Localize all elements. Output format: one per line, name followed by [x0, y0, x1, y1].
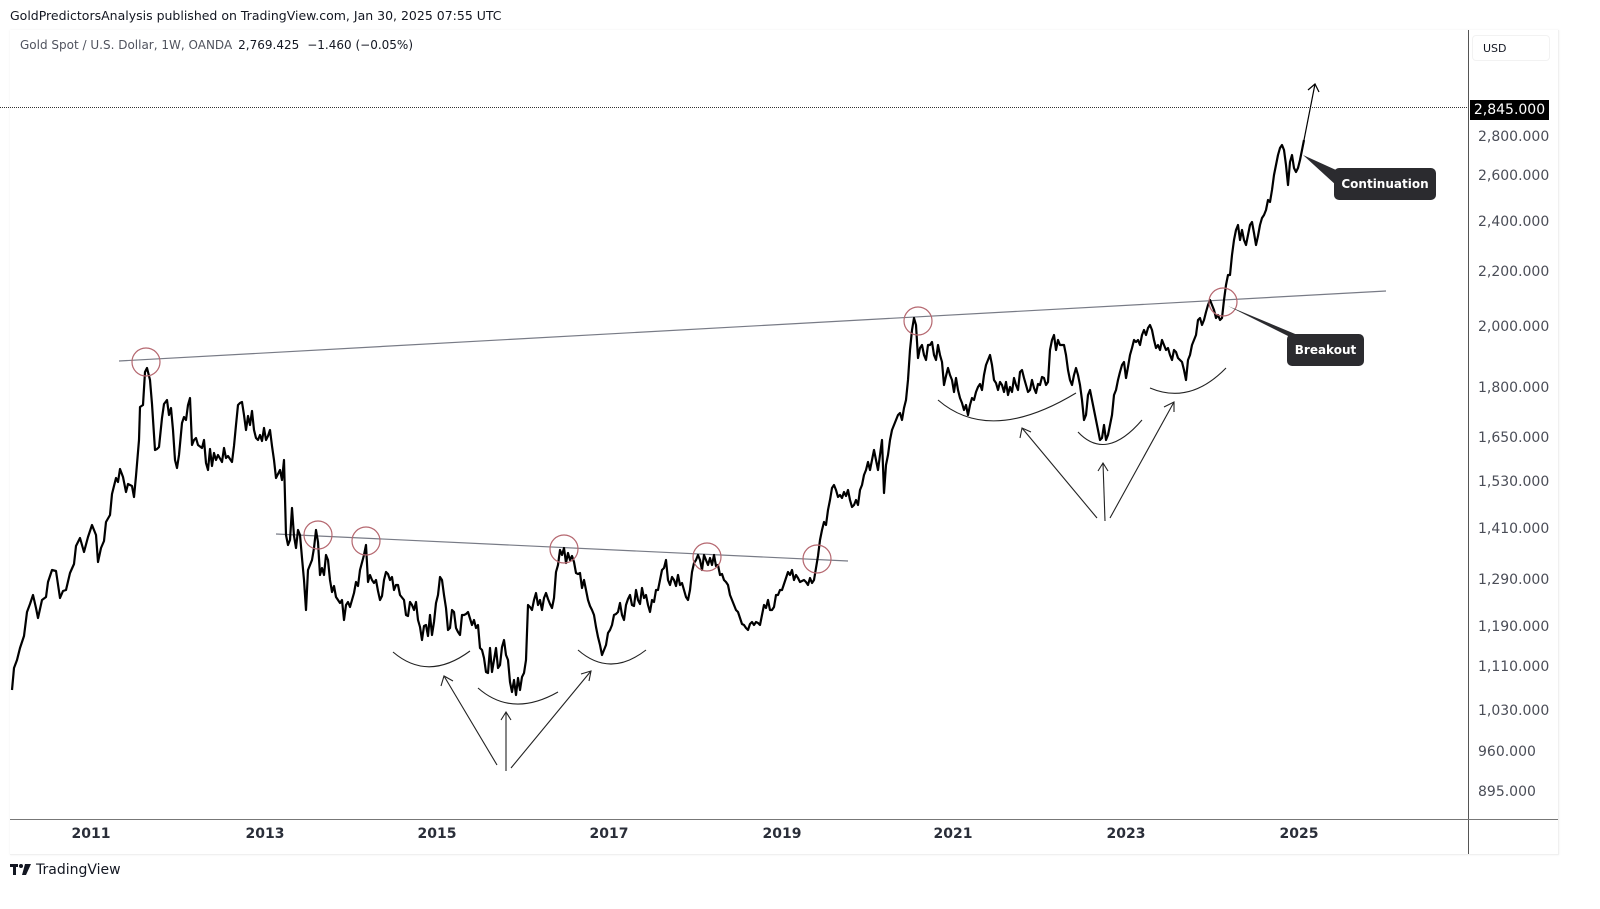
arrow-fan-1 — [440, 670, 592, 771]
y-tick: 1,030.000 — [1478, 703, 1550, 719]
y-tick: 2,000.000 — [1478, 319, 1550, 335]
touch-circle — [903, 306, 933, 336]
x-tick: 2011 — [71, 826, 111, 842]
y-tick: 2,800.000 — [1478, 129, 1550, 145]
x-tick: 2023 — [1106, 826, 1146, 842]
y-tick: 1,650.000 — [1478, 430, 1550, 446]
left-shoulder-arc — [392, 650, 471, 668]
y-tick: 1,110.000 — [1478, 659, 1550, 675]
publisher-line: GoldPredictorsAnalysis published on Trad… — [10, 8, 502, 23]
price-change: −1.460 (−0.05%) — [307, 38, 413, 52]
rising-resistance-trendline — [118, 290, 1387, 362]
touch-circle — [802, 544, 832, 574]
continuation-projection-line — [1303, 83, 1316, 141]
time-axis-border — [10, 819, 1558, 820]
x-tick: 2025 — [1279, 826, 1319, 842]
symbol-name[interactable]: Gold Spot / U.S. Dollar, 1W, OANDA — [20, 38, 233, 52]
touch-circle — [351, 526, 381, 556]
tradingview-brand[interactable]: TradingView — [10, 862, 121, 878]
last-price: 2,769.425 — [238, 38, 300, 52]
right-shoulder-arc-2 — [1149, 367, 1227, 394]
touch-circles — [131, 287, 1238, 574]
x-tick: 2013 — [245, 826, 285, 842]
x-tick: 2017 — [589, 826, 629, 842]
y-tick: 1,190.000 — [1478, 619, 1550, 635]
breakout-label[interactable]: Breakout — [1287, 334, 1364, 366]
touch-circle — [549, 534, 579, 564]
currency-selector[interactable]: USD — [1472, 35, 1550, 61]
y-tick: 2,400.000 — [1478, 214, 1550, 230]
touch-circle — [131, 347, 161, 377]
y-tick: 2,200.000 — [1478, 264, 1550, 280]
touch-circle — [303, 520, 333, 550]
chart-pane[interactable] — [10, 30, 1559, 855]
y-tick: 960.000 — [1478, 744, 1536, 760]
y-tick: 895.000 — [1478, 784, 1536, 800]
brand-name: TradingView — [36, 862, 121, 878]
y-tick: 1,290.000 — [1478, 572, 1550, 588]
arrow-fan-2 — [1019, 401, 1175, 522]
x-tick: 2015 — [417, 826, 457, 842]
y-tick: 2,600.000 — [1478, 168, 1550, 184]
price-axis-border — [1468, 30, 1469, 854]
left-shoulder-arc-2 — [937, 392, 1077, 422]
y-tick: 1,800.000 — [1478, 380, 1550, 396]
touch-circle — [692, 542, 722, 572]
continuation-arrowhead-icon — [1307, 83, 1320, 93]
inverse-head-shoulders-arcs — [392, 367, 1227, 705]
falling-resistance-trendline — [275, 533, 849, 562]
price-level-line — [0, 107, 1469, 108]
y-tick: 1,530.000 — [1478, 474, 1550, 490]
head-arc-2 — [1077, 419, 1143, 446]
x-tick: 2021 — [933, 826, 973, 842]
touch-circle — [1208, 287, 1238, 317]
head-arc — [477, 687, 559, 705]
price-line — [10, 139, 1306, 697]
continuation-label[interactable]: Continuation — [1334, 168, 1436, 200]
y-tick: 1,410.000 — [1478, 521, 1550, 537]
current-price-label: 2,845.000 — [1470, 100, 1549, 120]
symbol-legend: Gold Spot / U.S. Dollar, 1W, OANDA 2,769.… — [20, 38, 413, 52]
right-shoulder-arc — [577, 649, 647, 665]
breakout-pointer — [1228, 306, 1300, 362]
tradingview-logo-icon — [10, 864, 31, 875]
x-tick: 2019 — [762, 826, 802, 842]
